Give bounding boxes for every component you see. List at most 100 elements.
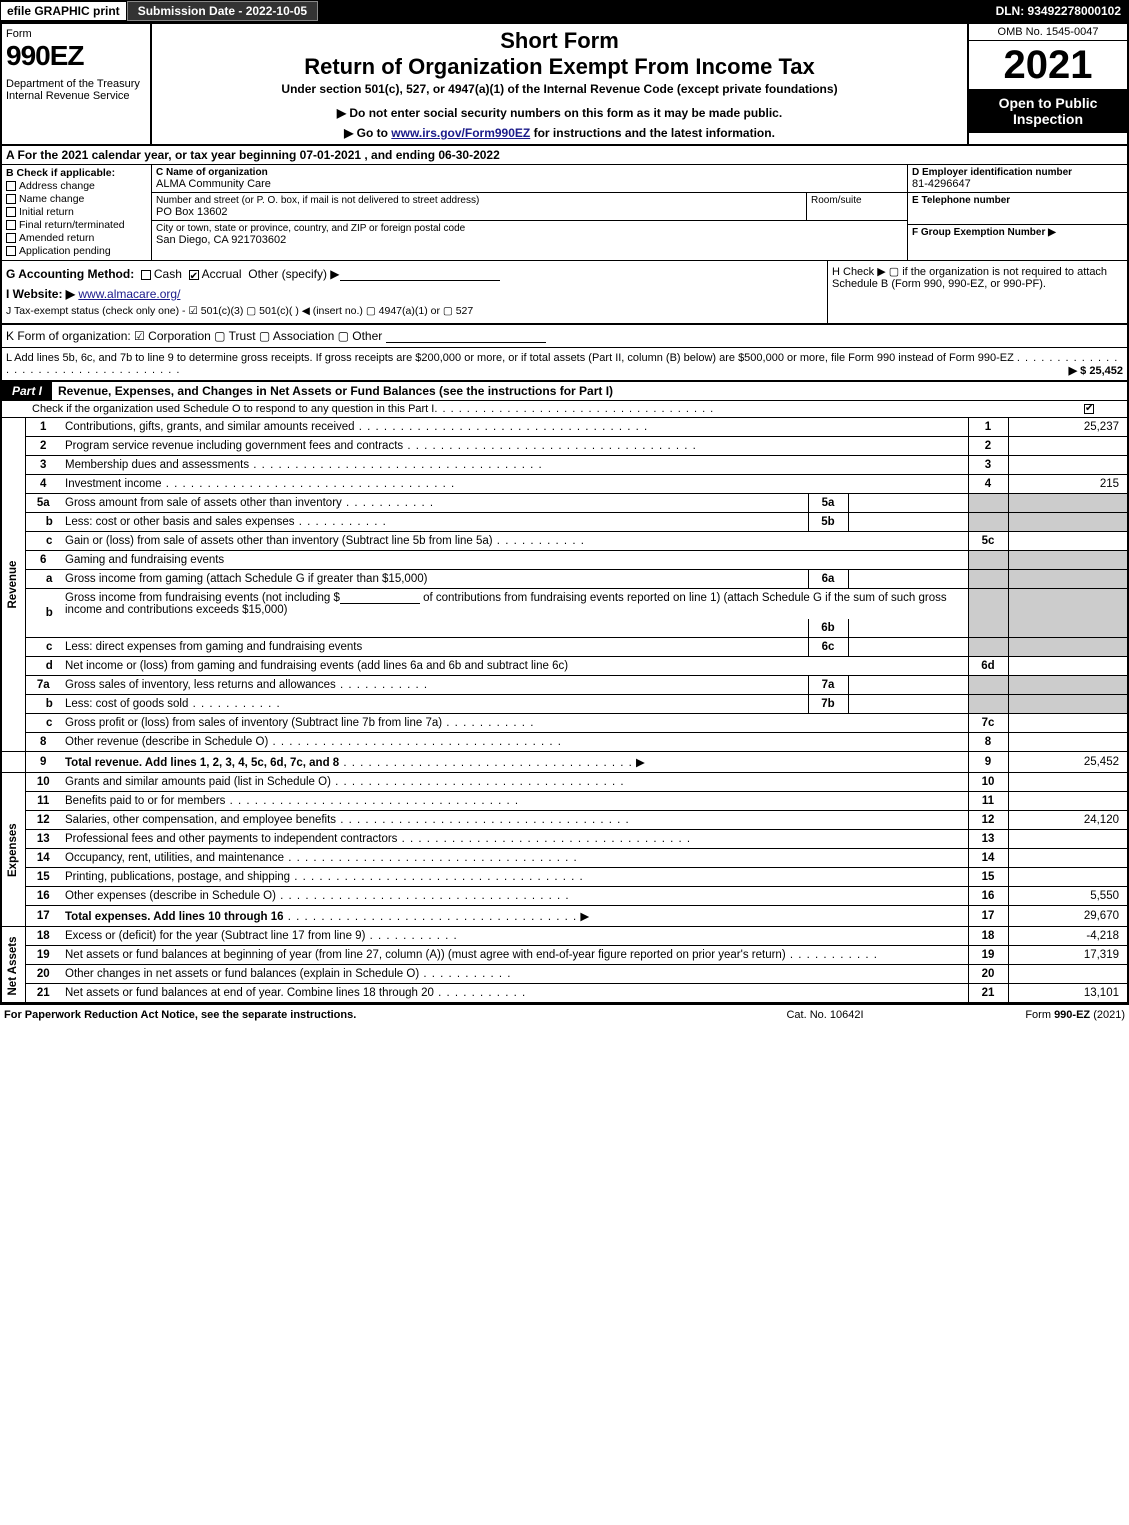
b-label: B Check if applicable: xyxy=(6,167,147,179)
part1-tab: Part I xyxy=(2,382,52,400)
short-form-title: Short Form xyxy=(156,28,963,54)
ln-12-val: 24,120 xyxy=(1008,811,1128,830)
ln-17-val: 29,670 xyxy=(1008,906,1128,927)
addr-label: Number and street (or P. O. box, if mail… xyxy=(156,195,802,206)
submission-date: Submission Date - 2022-10-05 xyxy=(127,1,318,21)
footer-right: Form 990-EZ (2021) xyxy=(925,1009,1125,1021)
ln-2-val xyxy=(1008,437,1128,456)
b-checkboxes: B Check if applicable: Address change Na… xyxy=(2,165,152,260)
part1-header: Part I Revenue, Expenses, and Changes in… xyxy=(0,382,1129,401)
k-other-field[interactable] xyxy=(386,342,546,343)
efile-label[interactable]: efile GRAPHIC print xyxy=(0,1,127,21)
ln-7a-desc: Gross sales of inventory, less returns a… xyxy=(65,679,336,691)
k-line: K Form of organization: ☑ Corporation ▢ … xyxy=(0,325,1129,348)
part1-title: Revenue, Expenses, and Changes in Net As… xyxy=(52,382,1127,400)
chk-amended-return[interactable]: Amended return xyxy=(6,232,147,244)
tax-year: 2021 xyxy=(969,41,1127,89)
ln-5a-desc: Gross amount from sale of assets other t… xyxy=(65,497,342,509)
ln-3-desc: Membership dues and assessments xyxy=(65,459,249,471)
ln-5a-val xyxy=(848,494,968,513)
ln-1-no: 1 xyxy=(25,418,61,437)
g-h-section: G Accounting Method: Cash Accrual Other … xyxy=(0,260,1129,325)
ln-8-desc: Other revenue (describe in Schedule O) xyxy=(65,736,268,748)
ln-6a-val xyxy=(848,570,968,589)
ln-14-val xyxy=(1008,849,1128,868)
ln-7a-val xyxy=(848,676,968,695)
ln-15-desc: Printing, publications, postage, and shi… xyxy=(65,871,290,883)
g-line: G Accounting Method: Cash Accrual Other … xyxy=(6,267,823,281)
chk-schedule-o[interactable] xyxy=(1084,404,1094,414)
l-text: L Add lines 5b, 6c, and 7b to line 9 to … xyxy=(6,352,1014,364)
ln-6b-val xyxy=(848,619,968,638)
room-label: Room/suite xyxy=(811,195,903,206)
ln-6d-desc: Net income or (loss) from gaming and fun… xyxy=(65,660,568,672)
org-address: PO Box 13602 xyxy=(156,206,802,218)
ln-10-val xyxy=(1008,773,1128,792)
ln-5b-val xyxy=(848,513,968,532)
ln-11-val xyxy=(1008,792,1128,811)
c-section: C Name of organization ALMA Community Ca… xyxy=(152,165,907,260)
g-cash: Cash xyxy=(154,267,182,281)
ln-6c-val xyxy=(848,638,968,657)
ln-6-desc: Gaming and fundraising events xyxy=(61,551,968,570)
chk-address-change[interactable]: Address change xyxy=(6,180,147,192)
ln-7c-desc: Gross profit or (loss) from sales of inv… xyxy=(65,717,442,729)
ln-1-col: 1 xyxy=(968,418,1008,437)
g-label: G Accounting Method: xyxy=(6,267,134,281)
ln-2-desc: Program service revenue including govern… xyxy=(65,440,403,452)
ein: 81-4296647 xyxy=(912,178,1123,190)
k-text: K Form of organization: ☑ Corporation ▢ … xyxy=(6,329,382,343)
side-expenses: Expenses xyxy=(1,773,25,927)
line-a: A For the 2021 calendar year, or tax yea… xyxy=(0,146,1129,165)
chk-cash[interactable] xyxy=(141,270,151,280)
form-header: Form 990EZ Department of the Treasury In… xyxy=(0,22,1129,146)
d-label: D Employer identification number xyxy=(912,167,1123,178)
goto-notice: ▶ Go to www.irs.gov/Form990EZ for instru… xyxy=(156,126,963,140)
website-link[interactable]: www.almacare.org/ xyxy=(78,287,180,301)
side-net-assets: Net Assets xyxy=(1,927,25,1004)
chk-name-change[interactable]: Name change xyxy=(6,193,147,205)
dept-label: Department of the Treasury Internal Reve… xyxy=(6,78,146,102)
footer-center: Cat. No. 10642I xyxy=(725,1009,925,1021)
l-amount: ▶ $ 25,452 xyxy=(1069,364,1123,377)
ln-16-desc: Other expenses (describe in Schedule O) xyxy=(65,890,276,902)
g-other: Other (specify) ▶ xyxy=(248,267,339,281)
ln-1-val: 25,237 xyxy=(1008,418,1128,437)
ln-7b-desc: Less: cost of goods sold xyxy=(65,698,188,710)
chk-accrual[interactable] xyxy=(189,270,199,280)
ln-8-val xyxy=(1008,733,1128,752)
ln-5b-desc: Less: cost or other basis and sales expe… xyxy=(65,516,295,528)
org-city: San Diego, CA 921703602 xyxy=(156,234,903,246)
l-line: L Add lines 5b, 6c, and 7b to line 9 to … xyxy=(0,348,1129,382)
ln-18-desc: Excess or (deficit) for the year (Subtra… xyxy=(65,930,365,942)
i-line: I Website: ▶ www.almacare.org/ xyxy=(6,281,823,301)
ln-21-desc: Net assets or fund balances at end of ye… xyxy=(65,987,434,999)
side-revenue: Revenue xyxy=(1,418,25,752)
city-label: City or town, state or province, country… xyxy=(156,223,903,234)
ln-5c-desc: Gain or (loss) from sale of assets other… xyxy=(65,535,493,547)
f-label: F Group Exemption Number ▶ xyxy=(912,227,1123,238)
chk-final-return[interactable]: Final return/terminated xyxy=(6,219,147,231)
ln-9-desc: Total revenue. Add lines 1, 2, 3, 4, 5c,… xyxy=(65,757,339,769)
ln-19-val: 17,319 xyxy=(1008,946,1128,965)
ln-6c-desc: Less: direct expenses from gaming and fu… xyxy=(65,641,362,653)
e-label: E Telephone number xyxy=(912,195,1123,206)
goto-pre: ▶ Go to xyxy=(344,126,391,140)
ln-10-desc: Grants and similar amounts paid (list in… xyxy=(65,776,331,788)
g-other-field[interactable] xyxy=(340,280,500,281)
form-word: Form xyxy=(6,28,146,40)
ln-15-val xyxy=(1008,868,1128,887)
top-bar: efile GRAPHIC print Submission Date - 20… xyxy=(0,0,1129,22)
ln-7c-val xyxy=(1008,714,1128,733)
chk-application-pending[interactable]: Application pending xyxy=(6,245,147,257)
dln: DLN: 93492278000102 xyxy=(988,2,1129,20)
ln-6b-amount[interactable] xyxy=(340,603,420,604)
c-label: C Name of organization xyxy=(156,167,903,178)
ln-4-desc: Investment income xyxy=(65,478,162,490)
chk-initial-return[interactable]: Initial return xyxy=(6,206,147,218)
ln-20-desc: Other changes in net assets or fund bala… xyxy=(65,968,419,980)
ln-12-desc: Salaries, other compensation, and employ… xyxy=(65,814,336,826)
goto-link[interactable]: www.irs.gov/Form990EZ xyxy=(391,126,530,140)
lines-table: Revenue 1 Contributions, gifts, grants, … xyxy=(0,418,1129,1004)
ln-3-val xyxy=(1008,456,1128,475)
